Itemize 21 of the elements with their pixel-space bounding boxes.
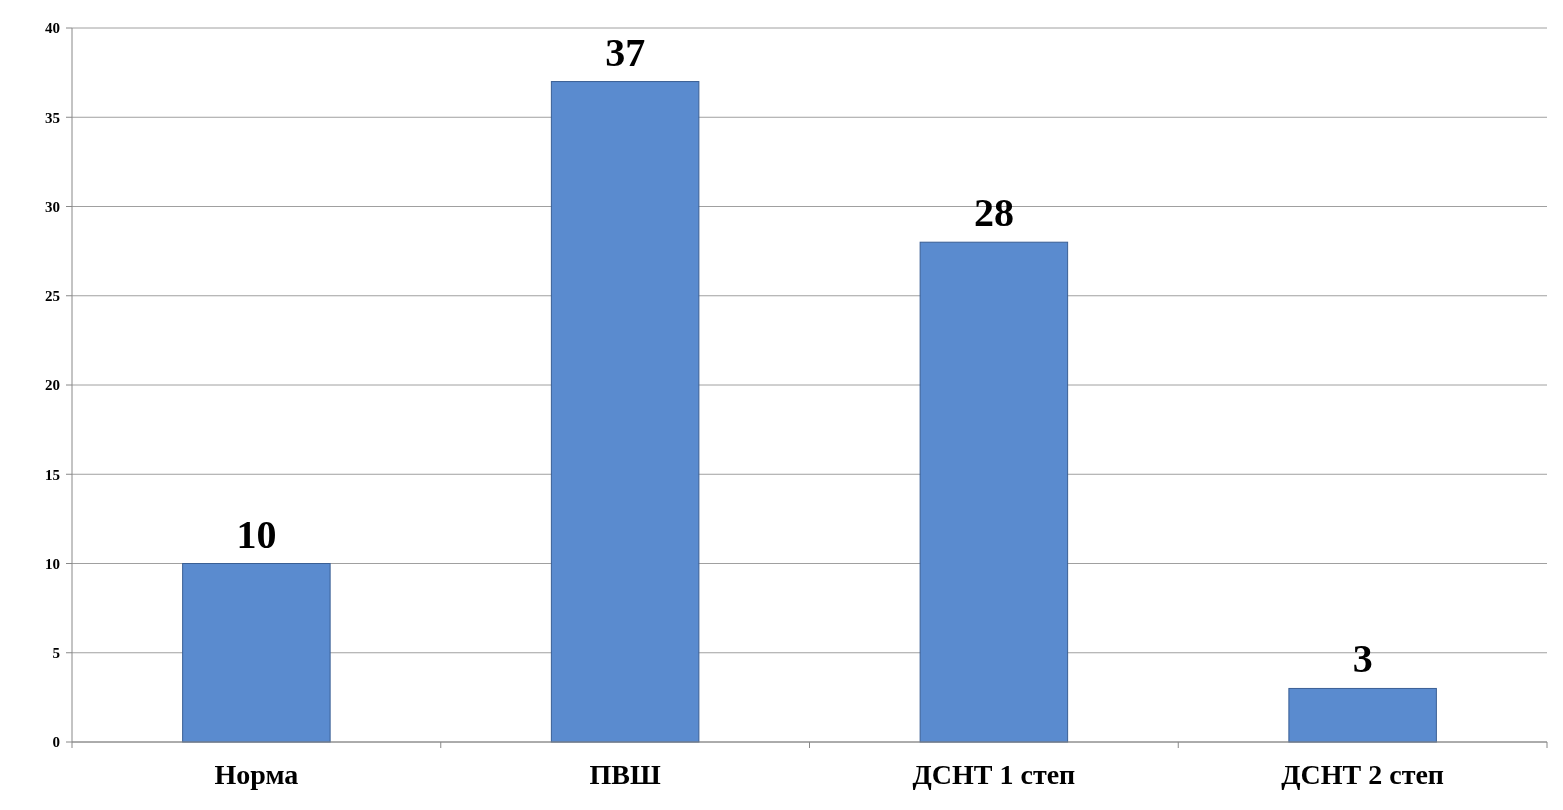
y-tick-label: 20 — [45, 377, 60, 394]
data-label: 10 — [236, 511, 277, 557]
y-tick-label: 0 — [52, 734, 60, 751]
y-tick-label: 10 — [45, 555, 60, 572]
bar — [182, 563, 331, 743]
data-label: 28 — [973, 190, 1014, 236]
bar — [919, 241, 1069, 743]
data-label: 3 — [1352, 636, 1373, 682]
x-tick-label: ПВШ — [589, 759, 661, 790]
y-tick-label: 15 — [45, 466, 60, 483]
y-tick-label: 40 — [45, 20, 60, 37]
y-tick-label: 5 — [52, 645, 60, 661]
bar — [1288, 687, 1437, 743]
bar — [550, 81, 700, 743]
x-tick-label: Норма — [214, 759, 299, 790]
x-tick-label: ДСНТ 1 степ — [912, 759, 1076, 790]
y-tick-label: 35 — [45, 109, 60, 126]
x-tick-label: ДСНТ 2 степ — [1281, 759, 1444, 790]
y-tick-label: 25 — [45, 288, 60, 304]
y-tick-label: 30 — [45, 198, 60, 215]
data-label: 37 — [605, 29, 646, 75]
